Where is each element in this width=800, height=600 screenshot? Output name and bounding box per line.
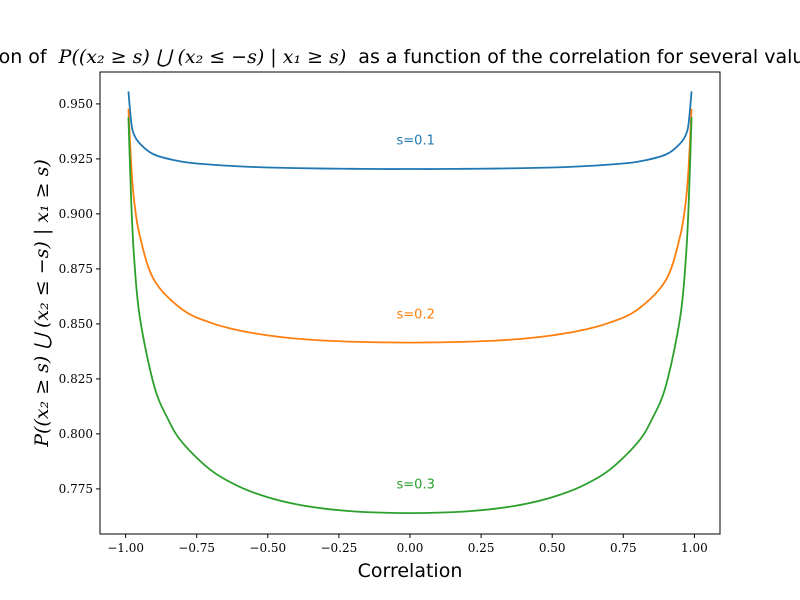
- series-annotation-1: s=0.1: [397, 133, 435, 148]
- y-axis-label-text: P((x₂ ≥ s) ⋃ (x₂ ≤ −s) | x₁ ≥ s): [31, 159, 53, 448]
- y-axis: 0.775 0.800 0.825 0.850 0.875 0.900 0.925 0.950: [59, 97, 100, 496]
- y-tick-label: 0.900: [59, 207, 93, 221]
- series-line-1: [127, 91, 693, 170]
- series-line-3: [127, 117, 693, 515]
- x-axis: −1.00 −0.75 −0.50 −0.25 0.00 0.25 0.50 0.75 1.00: [107, 534, 708, 555]
- x-tick-label: −0.50: [249, 541, 286, 555]
- chart-title-prefix: Evolution of: [0, 46, 48, 68]
- y-tick-label: 0.850: [59, 317, 93, 331]
- y-tick-label: 0.875: [59, 262, 93, 276]
- series-group: [127, 91, 693, 515]
- x-tick-label: 0.75: [610, 541, 637, 555]
- y-tick-label: 0.950: [59, 97, 93, 111]
- series-line-2: [127, 108, 693, 344]
- chart-title: Evolution of P((x₂ ≥ s) ⋃ (x₂ ≤ −s) | x₁…: [0, 46, 800, 68]
- annotation-group: s=0.1 s=0.2 s=0.3: [397, 133, 435, 492]
- y-tick-label: 0.925: [59, 152, 93, 166]
- x-tick-label: −0.25: [321, 541, 358, 555]
- y-tick-label: 0.775: [59, 482, 93, 496]
- x-tick-label: 1.00: [681, 541, 708, 555]
- series-annotation-3: s=0.3: [397, 477, 435, 492]
- x-tick-label: −1.00: [107, 541, 144, 555]
- x-tick-label: −0.75: [178, 541, 215, 555]
- chart-title-suffix: as a function of the correlation for sev…: [358, 46, 800, 68]
- chart-title-math: P((x₂ ≥ s) ⋃ (x₂ ≤ −s) | x₁ ≥ s): [58, 46, 347, 68]
- y-tick-label: 0.825: [59, 372, 93, 386]
- y-axis-label: P((x₂ ≥ s) ⋃ (x₂ ≤ −s) | x₁ ≥ s): [31, 159, 53, 448]
- x-tick-label: 0.25: [468, 541, 495, 555]
- x-tick-label: 0.00: [397, 541, 424, 555]
- x-tick-label: 0.50: [539, 541, 566, 555]
- x-axis-label: Correlation: [358, 560, 463, 582]
- y-tick-label: 0.800: [59, 427, 93, 441]
- plot-area: [99, 71, 721, 535]
- series-annotation-2: s=0.2: [397, 307, 435, 322]
